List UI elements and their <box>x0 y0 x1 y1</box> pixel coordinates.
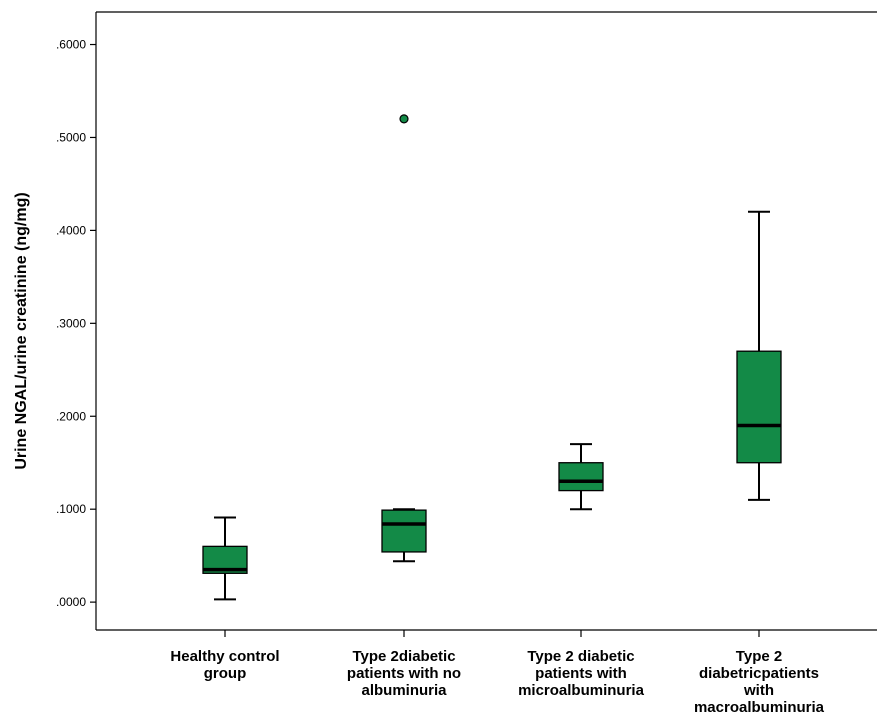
y-tick-label: .0000 <box>56 595 86 609</box>
outlier-point <box>399 114 409 124</box>
box-group <box>558 443 604 511</box>
y-tick-label: .4000 <box>56 223 86 237</box>
x-category-label-line: macroalbuminuria <box>694 699 825 716</box>
box-group <box>202 516 248 601</box>
x-category-label: Healthy control group <box>170 648 279 682</box>
box-iqr <box>381 509 427 553</box>
x-category-label-line: Healthy control <box>170 648 279 665</box>
x-category-label-line: Type 2diabetic <box>352 648 455 665</box>
y-axis-title: Urine NGAL/urine creatinine (ng/mg) <box>13 192 30 469</box>
y-tick-label: .1000 <box>56 502 86 516</box>
x-category-label-line: with <box>743 682 774 699</box>
x-category-label: Type 2diabetic patients with no albuminuri… <box>347 648 461 699</box>
x-category-label-line: group <box>204 665 247 682</box>
y-tick-label: .3000 <box>56 316 86 330</box>
x-category-label-line: microalbuminuria <box>518 682 645 699</box>
y-tick-label: .6000 <box>56 38 86 52</box>
y-tick-label: .5000 <box>56 130 86 144</box>
x-category-label: Type 2 diabetic patients with microalbumin… <box>518 648 645 699</box>
box-group <box>381 114 427 563</box>
x-category-label-line: Type 2 <box>736 648 782 665</box>
box-iqr <box>736 350 782 464</box>
x-category-label-line: albuminuria <box>361 682 447 699</box>
x-category-label-line: Type 2 diabetic <box>527 648 634 665</box>
x-category-label: Type 2 diabetricpatients with macroalbuminu… <box>694 648 825 716</box>
y-tick-label: .2000 <box>56 409 86 423</box>
x-category-label-line: diabetricpatients <box>699 665 819 682</box>
x-category-label-line: patients with no <box>347 665 461 682</box>
x-category-label-line: patients with <box>535 665 627 682</box>
box-group <box>736 210 782 501</box>
box-iqr <box>558 462 604 492</box>
